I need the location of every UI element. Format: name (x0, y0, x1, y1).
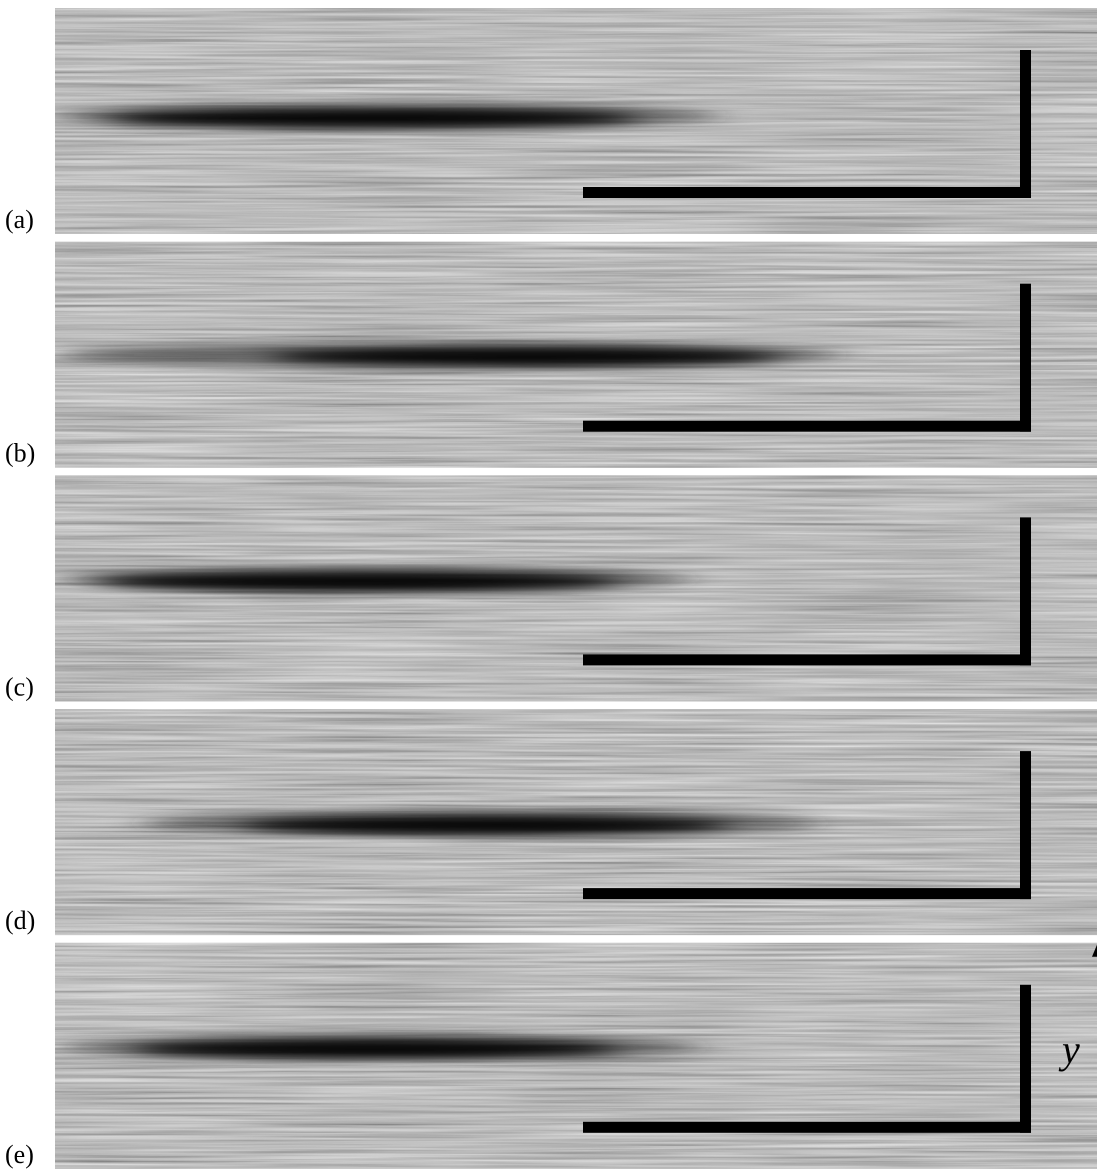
streak-core (100, 572, 620, 591)
image-panel (55, 241, 1097, 468)
panel-label: (e) (5, 1140, 34, 1169)
image-panel (55, 475, 1097, 702)
panel-label: (a) (5, 205, 34, 234)
image-panel (55, 942, 1097, 1169)
scale-bar-vertical (1020, 283, 1031, 432)
streak-core (240, 816, 730, 835)
scale-bar-vertical (1020, 751, 1031, 900)
scale-bar-vertical (1020, 984, 1031, 1133)
scale-bar-horizontal (583, 187, 1031, 198)
streak-core (270, 347, 780, 366)
axis-label: y (1058, 1027, 1080, 1072)
scale-bar-vertical (1020, 517, 1031, 666)
streak-core (130, 1039, 620, 1058)
image-panel (55, 709, 1097, 936)
scale-bar-vertical (1020, 50, 1031, 198)
panel-label: (b) (5, 439, 35, 468)
scale-bar-horizontal (583, 1121, 1031, 1133)
scale-bar-horizontal (583, 420, 1031, 432)
panel-label: (d) (5, 906, 35, 935)
streak-core (110, 109, 640, 127)
axis-arrow-tip (1092, 944, 1097, 957)
image-panel (55, 8, 1097, 234)
panel-label: (c) (5, 672, 34, 701)
scale-bar-horizontal (583, 654, 1031, 666)
scale-bar-horizontal (583, 888, 1031, 900)
